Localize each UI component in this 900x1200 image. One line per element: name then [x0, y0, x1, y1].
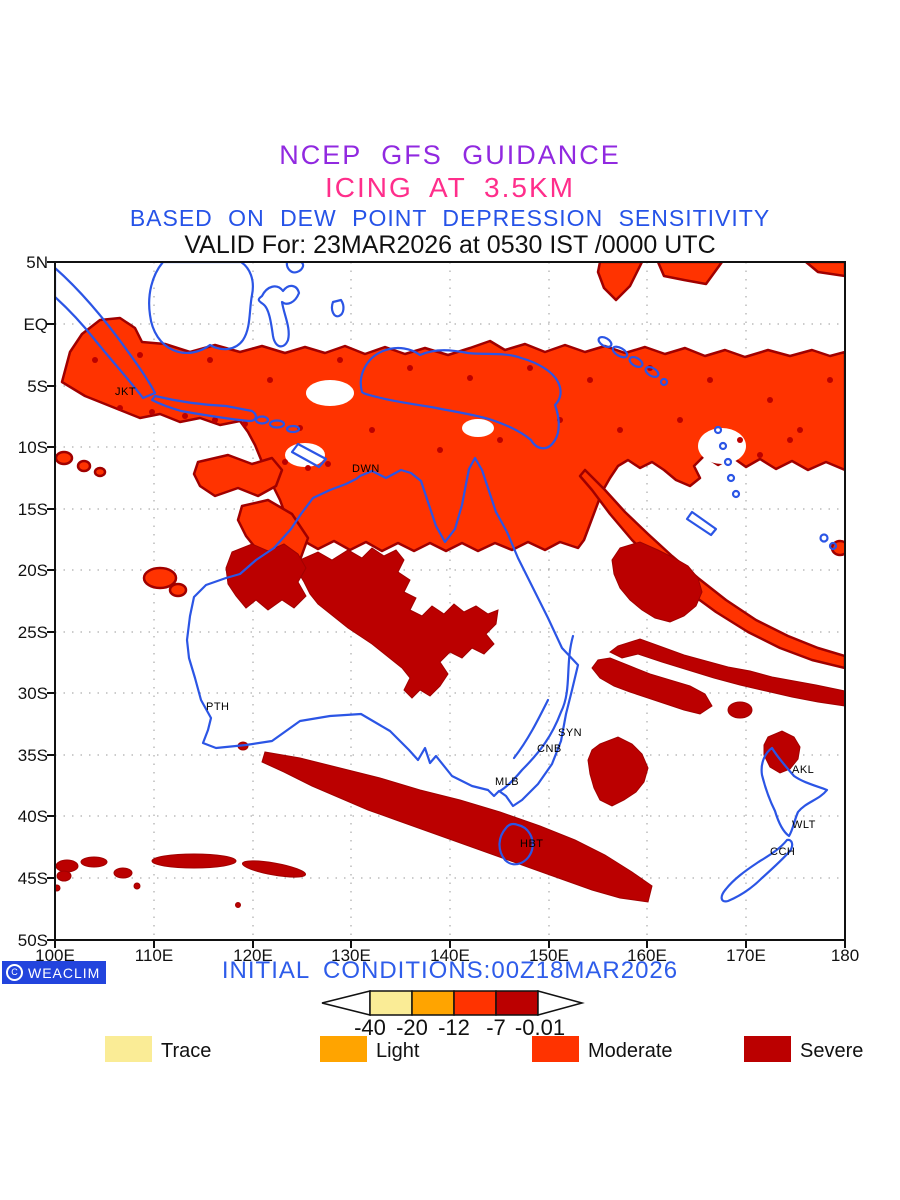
halmahera-coastline: [330, 298, 345, 318]
xtick-150e: 150E: [529, 946, 569, 965]
tasmania-coastline: [498, 822, 534, 866]
xtick-170e: 170E: [726, 946, 766, 965]
xtick-120e: 120E: [233, 946, 273, 965]
severe-coral-arm: [591, 657, 713, 715]
severe-sydney-blob: [587, 736, 649, 807]
nz-north-island: [760, 746, 829, 838]
xtick-180: 180: [830, 946, 860, 965]
timor-coastline: [290, 442, 328, 469]
severe-central-australia: [297, 547, 499, 699]
city-label-syn: SYN: [558, 727, 583, 739]
ytick-35s: 35S: [17, 746, 48, 765]
subtitle-level: ICING AT 3.5KM: [325, 172, 575, 203]
ytick-5s: 5S: [27, 377, 48, 396]
legend-swatch-trace: [105, 1036, 152, 1062]
colorbar-label-40: -40: [354, 1015, 386, 1040]
colorbar-label-12: -12: [438, 1015, 470, 1040]
colorbar-cell-light: [411, 990, 455, 1016]
river-murray-darling: [498, 634, 575, 793]
river-branch: [512, 698, 550, 760]
colorbar-cell-moderate: [453, 990, 497, 1016]
severe-icing-areas: [55, 352, 845, 908]
ytick-45s: 45S: [17, 869, 48, 888]
xtick-110e: 110E: [134, 946, 174, 965]
city-label-wlt: WLT: [792, 819, 816, 831]
new-guinea-coastline: [359, 346, 562, 450]
legend-swatch-light: [320, 1036, 367, 1062]
moderate-top-strip-2: [656, 262, 724, 286]
ytick-20s: 20S: [17, 561, 48, 580]
mindanao-coastline: [285, 262, 305, 274]
legend-label-severe: Severe: [800, 1040, 864, 1062]
severe-nz-north: [763, 730, 801, 774]
weaclim-logo: C WEACLIM: [2, 961, 106, 984]
moderate-top-strip-1: [596, 262, 644, 302]
fiji-island: [819, 533, 829, 543]
copyright-icon: C: [6, 964, 23, 981]
sumatra-coastline: [55, 266, 157, 400]
colorbar-cell-severe: [495, 990, 539, 1016]
city-label-akl: AKL: [792, 764, 815, 776]
solomon-islands: [597, 335, 669, 387]
legend-label-trace: Trace: [161, 1040, 212, 1062]
borneo-coastline: [148, 262, 254, 354]
colorbar-label-7: -7: [486, 1015, 506, 1040]
severe-speckles: [92, 352, 833, 471]
colorbar-left-arrow: [321, 990, 371, 1016]
severe-southeast-band: [261, 751, 653, 903]
initial-conditions-label: INITIAL CONDITIONS:00Z18MAR2026: [221, 957, 679, 984]
colorbar-cell-trace: [369, 990, 413, 1016]
legend-swatch-moderate: [532, 1036, 579, 1062]
colorbar: [321, 990, 585, 1016]
sulawesi-coastline: [257, 284, 301, 348]
ytick-5n: 5N: [26, 253, 48, 272]
severe-coral-west-mass: [611, 541, 703, 623]
nz-south-island: [720, 838, 794, 903]
city-label-cnb: CNB: [537, 743, 562, 755]
australia-coastline: [185, 456, 580, 808]
city-label-pth: PTH: [206, 701, 230, 713]
map-frame: [54, 261, 846, 941]
xtick-160e: 160E: [627, 946, 667, 965]
city-label-mlb: MLB: [495, 776, 520, 788]
icing-map: [47, 261, 846, 948]
moderate-coral-arm: [578, 468, 845, 670]
coastlines: [55, 262, 838, 903]
severe-west-blob: [225, 543, 307, 611]
city-label-jkt: JKT: [115, 386, 137, 398]
java-coastline: [150, 394, 257, 423]
fiji-island-2: [828, 541, 838, 551]
ytick-25s: 25S: [17, 623, 48, 642]
ytick-eq: EQ: [23, 315, 48, 334]
ytick-40s: 40S: [17, 807, 48, 826]
xtick-140e: 140E: [430, 946, 470, 965]
logo-text: WEACLIM: [28, 964, 101, 981]
legend-label-moderate: Moderate: [588, 1040, 673, 1062]
colorbar-label-001: -0.01: [514, 1015, 566, 1040]
legend-swatch-severe: [744, 1036, 791, 1062]
colorbar-right-arrow: [537, 990, 585, 1016]
page-title: NCEP GFS GUIDANCE: [279, 140, 621, 170]
city-label-dwn: DWN: [352, 463, 380, 475]
ytick-15s: 15S: [17, 500, 48, 519]
axis-ticks: [47, 261, 846, 948]
colorbar-label-20: -20: [396, 1015, 428, 1040]
city-label-hbt: HBT: [520, 838, 544, 850]
moderate-top-strip-3: [804, 262, 845, 278]
xtick-100e: 100E: [35, 946, 75, 965]
moderate-blob-west: [192, 453, 284, 498]
ytick-30s: 30S: [17, 684, 48, 703]
subtitle-method: BASED ON DEW POINT DEPRESSION SENSITIVIT…: [129, 205, 771, 231]
moderate-gaps: [285, 380, 746, 467]
legend-label-light: Light: [376, 1040, 420, 1062]
valid-time-label: VALID For: 23MAR2026 at 0530 IST /0000 U…: [184, 231, 716, 259]
severe-coral-band: [609, 638, 845, 707]
ytick-10s: 10S: [17, 438, 48, 457]
ytick-50s: 50S: [17, 931, 48, 950]
new-caledonia-coastline: [685, 510, 718, 537]
city-label-cch: CCH: [770, 846, 796, 858]
vanuatu-islands: [713, 425, 741, 499]
xtick-130e: 130E: [331, 946, 371, 965]
